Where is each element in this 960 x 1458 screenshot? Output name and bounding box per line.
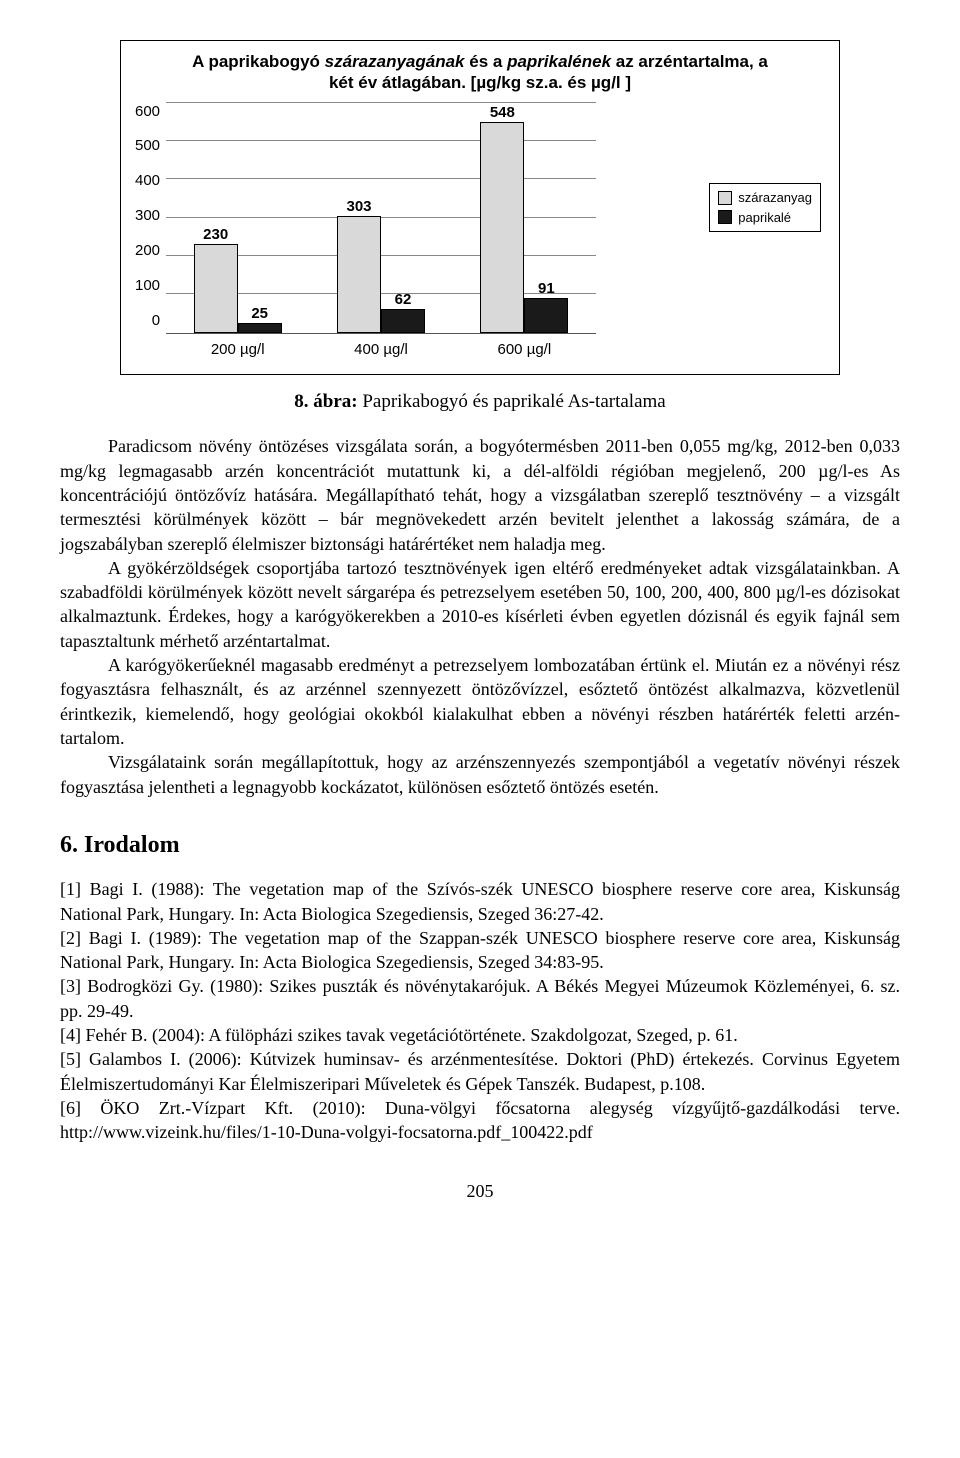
chart-container: A paprikabogyó szárazanyagának és a papr… [120, 40, 840, 375]
body-text: Paradicsom növény öntözéses vizsgálata s… [60, 434, 900, 798]
figure-caption-text: Paprikabogyó és paprikalé As-tartalama [358, 391, 666, 412]
chart-title: A paprikabogyó szárazanyagának és a papr… [135, 51, 825, 94]
figure-caption: 8. ábra: Paprikabogyó és paprikalé As-ta… [60, 389, 900, 415]
chart-y-axis: 6005004003002001000 [135, 102, 166, 332]
reference-item: [6] ÖKO Zrt.-Vízpart Kft. (2010): Duna-v… [60, 1096, 900, 1145]
chart-legend: szárazanyagpaprikalé [709, 183, 821, 232]
reference-item: [1] Bagi I. (1988): The vegetation map o… [60, 877, 900, 926]
references: [1] Bagi I. (1988): The vegetation map o… [60, 877, 900, 1144]
reference-item: [4] Fehér B. (2004): A fülöpházi szikes … [60, 1023, 900, 1047]
body-paragraph: A gyökérzöldségek csoportjába tartozó te… [60, 556, 900, 653]
figure-caption-label: 8. ábra: [294, 391, 357, 412]
page-number: 205 [60, 1179, 900, 1203]
body-paragraph: Paradicsom növény öntözéses vizsgálata s… [60, 434, 900, 555]
chart-x-axis: 200 µg/l400 µg/l600 µg/l [166, 334, 596, 360]
body-paragraph: Vizsgálataink során megállapítottuk, hog… [60, 750, 900, 799]
reference-item: [5] Galambos I. (2006): Kútvizek huminsa… [60, 1047, 900, 1096]
chart-plot-area: 230253036254891 [166, 102, 596, 334]
body-paragraph: A karógyökerűeknél magasabb eredményt a … [60, 653, 900, 750]
reference-item: [2] Bagi I. (1989): The vegetation map o… [60, 926, 900, 975]
reference-item: [3] Bodrogközi Gy. (1980): Szikes pusztá… [60, 974, 900, 1023]
section-heading: 6. Irodalom [60, 829, 900, 861]
